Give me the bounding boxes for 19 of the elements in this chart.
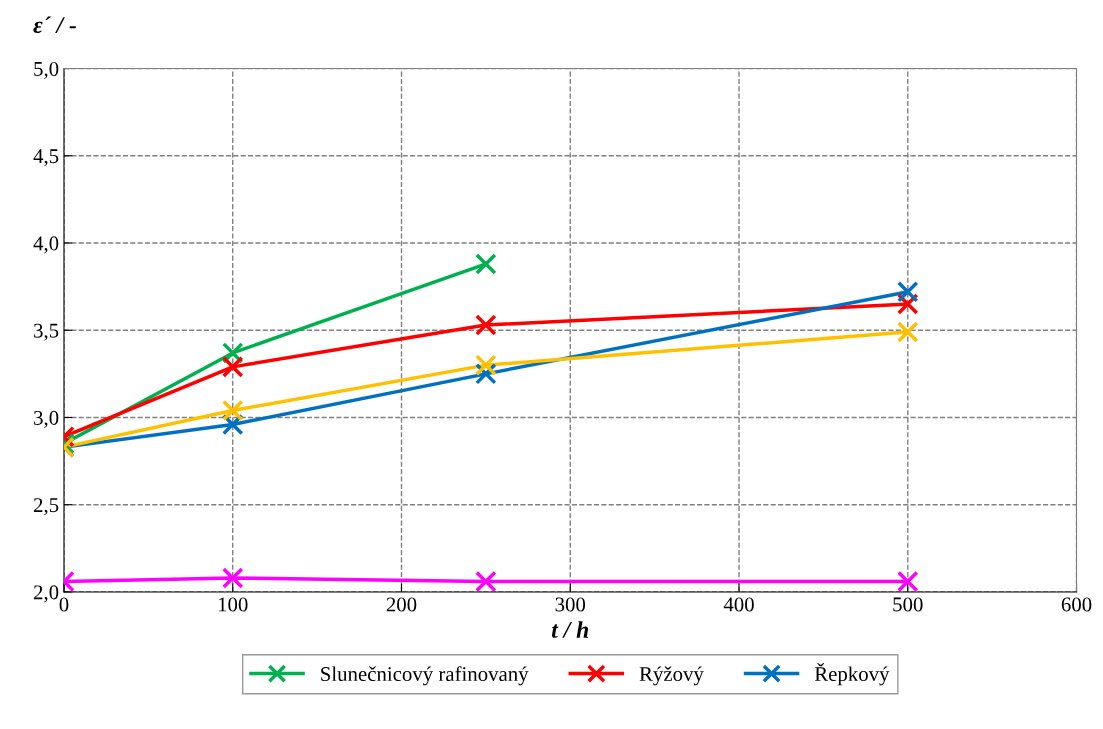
x-tick-label: 500 — [893, 597, 923, 612]
y-tick-label: 3,0 — [34, 410, 59, 428]
y-tick-label: 4,5 — [33, 149, 59, 167]
x-tick-label: 600 — [1061, 597, 1092, 612]
x-tick-label: 100 — [218, 597, 248, 612]
x-tick-label: 400 — [723, 597, 754, 612]
legend-label: Řepkový — [814, 663, 890, 686]
y-tick-label: 3,5 — [34, 323, 59, 341]
y-axis-title: ε´ / - — [33, 16, 77, 34]
x-tick-label: 200 — [386, 597, 417, 612]
y-tick-label: 4,0 — [33, 236, 59, 254]
y-tick-label: 2,5 — [33, 498, 59, 516]
legend-label: Rýžový — [639, 666, 704, 686]
y-tick-label: 5,0 — [34, 61, 59, 79]
x-tick-label: 0 — [59, 597, 69, 612]
x-axis-title: t / h — [551, 621, 589, 638]
x-tick-label: 300 — [555, 597, 586, 612]
legend-label: Slunečnicový rafinovaný — [321, 666, 529, 686]
y-tick-label: 2,0 — [33, 585, 59, 603]
